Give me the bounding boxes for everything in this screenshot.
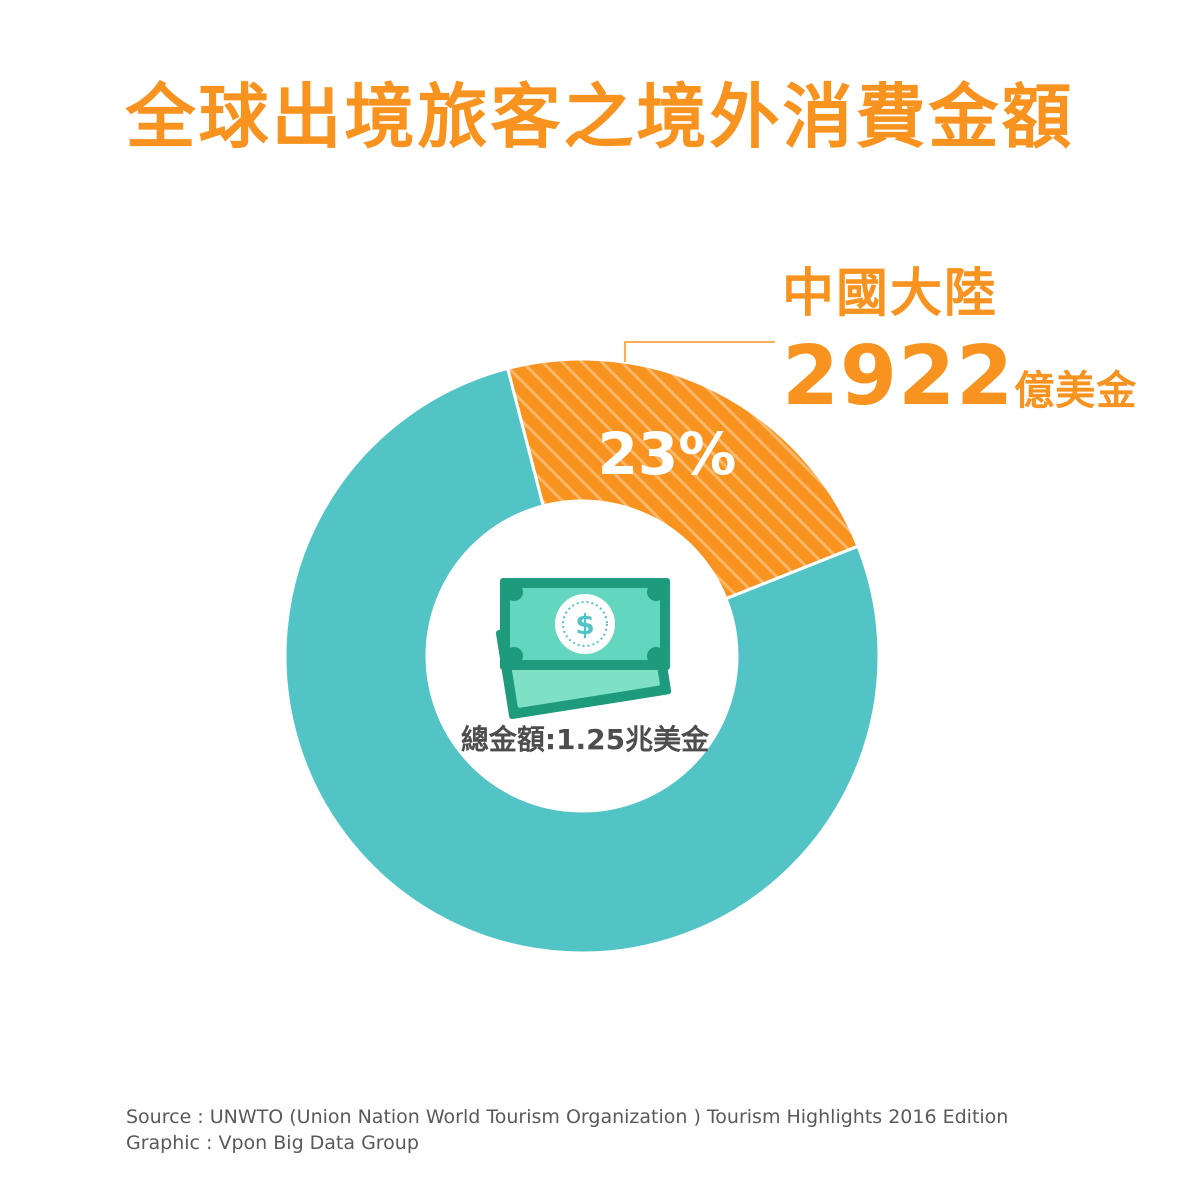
money-bills-icon: $	[495, 578, 672, 720]
source-credit: Source : UNWTO (Union Nation World Touri…	[126, 1106, 1009, 1128]
total-amount-label: 總金額:1.25兆美金	[460, 723, 710, 756]
callout-amount: 2922	[782, 329, 1015, 424]
donut-slice-china	[505, 357, 860, 601]
page-title: 全球出境旅客之境外消費金額	[125, 76, 1075, 158]
china-callout: 中國大陸 2922億美金	[782, 268, 1137, 418]
callout-region-label: 中國大陸	[782, 264, 999, 324]
graphic-credit: Graphic : Vpon Big Data Group	[126, 1132, 419, 1154]
slice-percent-label: 23%	[598, 420, 737, 488]
svg-text:$: $	[575, 608, 594, 641]
callout-leader-line	[624, 341, 775, 362]
footer: Source : UNWTO (Union Nation World Touri…	[126, 1104, 1008, 1156]
donut-slice-rest	[283, 366, 881, 955]
callout-unit: 億美金	[1014, 368, 1138, 414]
